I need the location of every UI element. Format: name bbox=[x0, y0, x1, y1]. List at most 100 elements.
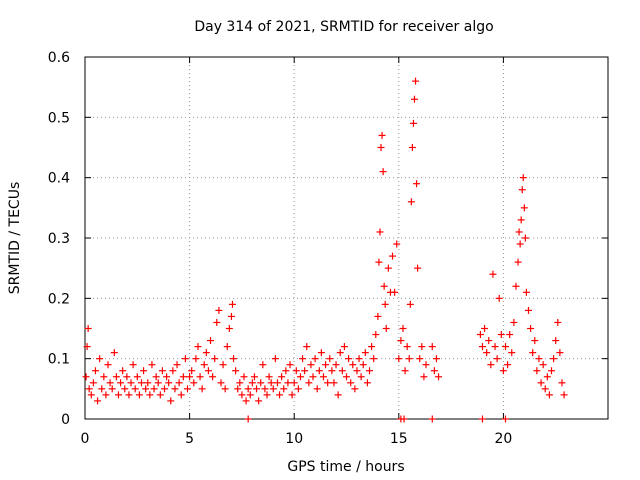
data-point bbox=[558, 379, 566, 387]
y-tick-label: 0.3 bbox=[48, 231, 70, 247]
data-point bbox=[518, 186, 526, 194]
data-point bbox=[209, 373, 217, 381]
grid-lines bbox=[85, 57, 608, 419]
x-tick-label: 20 bbox=[494, 431, 512, 447]
data-point bbox=[177, 391, 185, 399]
data-point bbox=[190, 379, 198, 387]
data-point bbox=[414, 264, 422, 272]
data-point bbox=[211, 355, 219, 363]
data-point bbox=[351, 385, 359, 393]
data-point bbox=[347, 379, 355, 387]
data-point bbox=[487, 361, 495, 369]
data-point bbox=[305, 379, 313, 387]
data-point bbox=[382, 325, 390, 332]
data-point bbox=[82, 373, 90, 381]
data-point bbox=[108, 385, 116, 393]
data-point bbox=[527, 325, 535, 332]
data-point bbox=[267, 379, 275, 387]
data-point bbox=[292, 367, 300, 375]
data-point bbox=[169, 367, 177, 375]
data-point bbox=[372, 331, 380, 339]
data-point bbox=[192, 355, 200, 363]
data-point bbox=[368, 343, 376, 351]
data-point bbox=[194, 343, 202, 351]
data-point bbox=[246, 391, 254, 399]
data-point bbox=[336, 349, 344, 357]
data-point bbox=[370, 355, 378, 363]
data-point bbox=[146, 391, 154, 399]
x-tick-label: 5 bbox=[185, 431, 194, 447]
data-point bbox=[501, 415, 509, 423]
data-point bbox=[535, 355, 543, 363]
data-point bbox=[519, 174, 527, 182]
data-point bbox=[537, 379, 545, 387]
data-point bbox=[286, 361, 294, 369]
data-point bbox=[545, 391, 553, 399]
data-point bbox=[204, 367, 212, 375]
data-point bbox=[506, 331, 514, 339]
data-point bbox=[184, 385, 192, 393]
data-point bbox=[131, 385, 139, 393]
data-point bbox=[173, 361, 181, 369]
data-point bbox=[121, 385, 129, 393]
data-point bbox=[137, 379, 145, 387]
data-point bbox=[179, 373, 187, 381]
data-point bbox=[104, 361, 112, 369]
data-point bbox=[154, 379, 162, 387]
data-point bbox=[491, 343, 499, 351]
data-point bbox=[200, 361, 208, 369]
data-point bbox=[550, 355, 558, 363]
data-point bbox=[248, 379, 256, 387]
data-point bbox=[228, 300, 236, 308]
data-point bbox=[405, 355, 413, 363]
data-point bbox=[324, 379, 332, 387]
data-point bbox=[400, 415, 408, 423]
data-point bbox=[517, 216, 525, 224]
x-axis: 0 5 10 15 20 bbox=[81, 57, 512, 447]
data-point bbox=[259, 361, 267, 369]
data-point bbox=[521, 234, 529, 242]
data-point bbox=[294, 385, 302, 393]
data-point bbox=[531, 337, 539, 345]
data-point bbox=[100, 373, 108, 381]
data-point bbox=[309, 373, 317, 381]
data-point bbox=[263, 391, 271, 399]
data-point bbox=[207, 337, 215, 345]
data-point bbox=[242, 397, 250, 405]
data-point bbox=[198, 385, 206, 393]
data-point bbox=[380, 282, 388, 290]
data-point bbox=[560, 391, 568, 399]
data-point bbox=[117, 379, 125, 387]
data-point bbox=[395, 355, 403, 363]
data-point bbox=[221, 385, 229, 393]
data-point bbox=[313, 385, 321, 393]
data-point bbox=[345, 355, 353, 363]
chart-title: Day 314 of 2021, SRMTID for receiver alg… bbox=[194, 19, 493, 35]
data-point bbox=[225, 325, 233, 332]
data-point bbox=[543, 373, 551, 381]
data-point bbox=[508, 349, 516, 357]
data-point bbox=[232, 367, 240, 375]
data-point bbox=[261, 385, 269, 393]
data-point bbox=[238, 391, 246, 399]
data-point bbox=[401, 367, 409, 375]
data-point bbox=[213, 318, 221, 326]
data-point bbox=[288, 391, 296, 399]
data-point bbox=[240, 373, 248, 381]
data-point bbox=[409, 119, 417, 127]
data-point bbox=[236, 379, 244, 387]
data-point bbox=[512, 282, 520, 290]
data-point bbox=[133, 373, 141, 381]
data-point bbox=[158, 367, 166, 375]
data-point bbox=[391, 288, 399, 296]
data-point bbox=[315, 367, 323, 375]
data-point bbox=[410, 95, 418, 103]
data-point bbox=[280, 385, 288, 393]
data-point bbox=[284, 379, 292, 387]
y-axis-label: SRMTID / TECUs bbox=[7, 182, 23, 295]
data-point bbox=[303, 343, 311, 351]
data-point bbox=[269, 385, 277, 393]
data-point bbox=[393, 240, 401, 248]
data-point bbox=[83, 343, 91, 351]
